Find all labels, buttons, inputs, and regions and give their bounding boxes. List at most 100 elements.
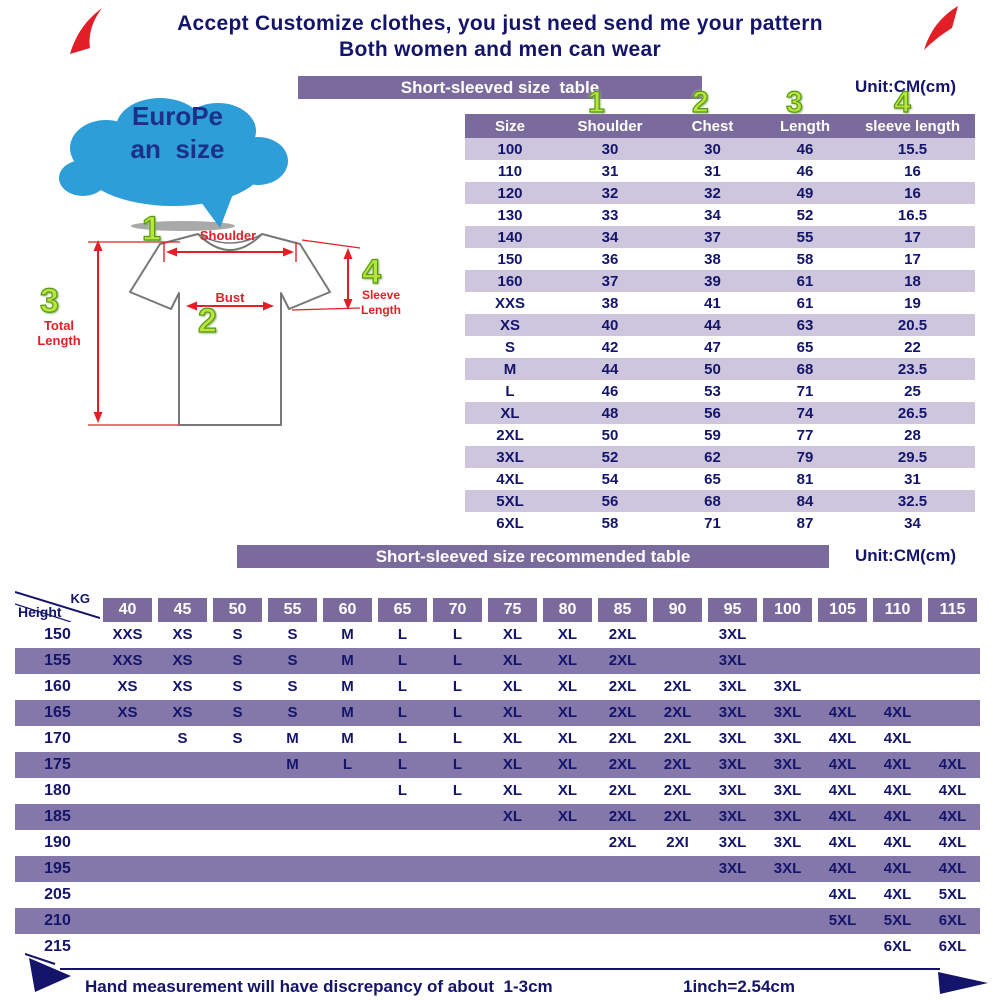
- red-arrow-top-right-icon: [924, 6, 958, 50]
- size-recommend-cell: L: [397, 678, 408, 695]
- size-recommend-cell: [265, 778, 320, 804]
- weight-header-cell: 70: [433, 598, 482, 622]
- size-recommend-cell: 3XL: [718, 730, 747, 747]
- footer-conversion: 1inch=2.54cm: [683, 977, 795, 996]
- recommend-row: 170 S S M M L L XL XL 2XL 2XL 3XL 3XL 4XL 4XL: [15, 726, 980, 752]
- size-cell: 62: [704, 448, 721, 466]
- height-cell: 150: [44, 626, 71, 643]
- size-cell: 63: [796, 316, 814, 334]
- size-cell: 2XL: [496, 426, 524, 444]
- size-recommend-cell: 4XL: [883, 808, 912, 825]
- size-recommend-cell: [155, 778, 210, 804]
- size-recommend-cell: [650, 934, 705, 960]
- weight-header-cell: 80: [543, 598, 592, 622]
- height-cell: 185: [44, 808, 71, 825]
- size-recommend-cell: XS: [172, 678, 193, 695]
- size-cell: 31: [704, 162, 721, 180]
- size-recommend-cell: XL: [502, 652, 523, 669]
- size-recommend-cell: S: [287, 652, 298, 669]
- size-recommend-cell: [540, 908, 595, 934]
- size-cell: 29.5: [897, 448, 928, 466]
- size-recommend-cell: 6XL: [938, 938, 967, 955]
- size-cell: 31: [601, 162, 619, 180]
- size-cell: 23.5: [897, 360, 928, 378]
- red-arrow-top-left-icon: [70, 8, 102, 54]
- size-recommend-cell: [265, 934, 320, 960]
- recommend-table-unit: Unit:CM(cm): [855, 546, 957, 565]
- bust-arrow: [186, 301, 274, 311]
- size-cell: 79: [796, 448, 814, 466]
- size-cell: 19: [904, 294, 921, 312]
- size-recommend-cell: 4XL: [828, 756, 857, 773]
- size-recommend-cell: [540, 830, 595, 856]
- size-table-row: 6XL 58 71 87 34: [465, 512, 975, 534]
- recommend-row: 215 6XL 6XL: [15, 934, 980, 960]
- size-cell: 32: [704, 184, 721, 202]
- size-table-row: M 44 50 68 23.5: [465, 358, 975, 380]
- weight-header-cell: 55: [268, 598, 317, 622]
- size-cell: 15.5: [897, 140, 928, 158]
- size-recommend-cell: 3XL: [773, 730, 802, 747]
- size-cell: 54: [601, 470, 619, 488]
- size-cell: 58: [601, 514, 619, 532]
- size-table-banner: Short-sleeved size table: [298, 76, 702, 99]
- size-col-header: Size: [465, 114, 555, 138]
- size-recommend-cell: 4XL: [883, 860, 912, 877]
- size-recommend-cell: [100, 804, 155, 830]
- tshirt-outline: [129, 233, 331, 426]
- recommend-row: 190 2XL 2XI 3XL 3XL 4XL 4XL 4XL: [15, 830, 980, 856]
- european-size-label: EuroPe an size: [70, 100, 285, 166]
- size-cell: 71: [704, 514, 721, 532]
- size-recommend-cell: M: [341, 652, 354, 669]
- size-cell: 55: [796, 228, 814, 246]
- size-recommend-cell: [375, 934, 430, 960]
- size-recommend-cell: 3XL: [773, 860, 802, 877]
- size-recommend-cell: [650, 856, 705, 882]
- size-recommend-cell: [375, 830, 430, 856]
- size-cell: 110: [497, 162, 523, 180]
- size-recommend-cell: 2XL: [663, 730, 692, 747]
- size-recommend-cell: [100, 934, 155, 960]
- size-cell: 48: [601, 404, 619, 422]
- size-recommend-cell: [485, 882, 540, 908]
- kg-height-corner-cell: KG Height: [14, 590, 101, 623]
- size-cell: 38: [601, 294, 619, 312]
- size-cell: 44: [601, 360, 619, 378]
- size-cell: 39: [704, 272, 721, 290]
- size-recommend-cell: M: [341, 704, 354, 721]
- size-cell: 140: [497, 228, 523, 246]
- size-recommend-cell: [100, 830, 155, 856]
- size-recommend-cell: [925, 622, 980, 648]
- size-cell: 84: [796, 492, 814, 510]
- size-recommend-cell: 4XL: [938, 808, 967, 825]
- size-cell: 16: [904, 162, 921, 180]
- bust-label: Bust: [215, 290, 245, 305]
- size-recommend-cell: [320, 830, 375, 856]
- height-cell: 160: [44, 678, 71, 695]
- weight-header-cell: 100: [763, 598, 812, 622]
- size-recommend-cell: XL: [557, 704, 578, 721]
- size-cell: 17: [904, 250, 921, 268]
- weight-header-cell: 85: [598, 598, 647, 622]
- size-recommend-cell: XL: [502, 704, 523, 721]
- size-cell: 61: [796, 272, 814, 290]
- size-recommend-cell: 3XL: [718, 704, 747, 721]
- size-recommend-cell: [100, 726, 155, 752]
- size-cell: 52: [601, 448, 619, 466]
- size-recommend-cell: [705, 882, 760, 908]
- size-cell: 3XL: [496, 448, 524, 466]
- size-recommend-cell: 3XL: [773, 678, 802, 695]
- sleeve-length-arrow: [291, 239, 361, 311]
- size-recommend-cell: [320, 934, 375, 960]
- size-recommend-cell: 4XL: [883, 730, 912, 747]
- size-recommend-cell: 2XL: [663, 756, 692, 773]
- size-recommend-cell: S: [232, 652, 243, 669]
- size-recommend-cell: 3XL: [773, 808, 802, 825]
- size-cell: 160: [497, 272, 523, 290]
- size-recommend-cell: 2XL: [608, 626, 637, 643]
- size-cell: 31: [904, 470, 921, 488]
- size-recommend-cell: 3XL: [718, 678, 747, 695]
- size-recommend-cell: [320, 778, 375, 804]
- size-recommend-cell: XL: [557, 652, 578, 669]
